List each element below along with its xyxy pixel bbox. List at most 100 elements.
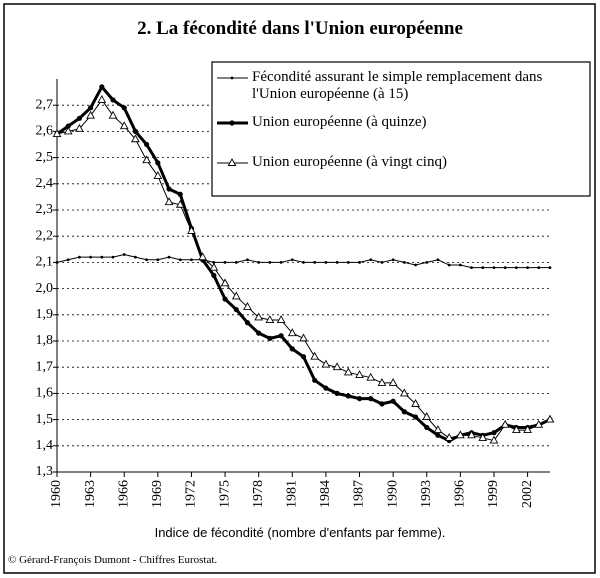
point [411,398,420,407]
point [88,105,94,111]
point [198,252,208,261]
point [220,278,230,287]
point [366,372,376,381]
point [131,134,140,143]
y-tick-label: 2,4 [36,176,54,191]
point [153,171,163,179]
point [290,258,294,262]
point [300,354,307,360]
point [244,320,251,326]
point [108,110,118,119]
point [63,126,73,135]
x-tick-label: 1993 [419,480,434,508]
x-tick-label: 1996 [453,480,468,508]
point [76,115,83,121]
point [166,186,172,192]
point [313,261,317,264]
y-tick-label: 2,1 [36,255,54,270]
x-tick-label: 1972 [184,480,199,508]
point [481,266,485,270]
y-tick-label: 1,9 [36,307,54,322]
x-axis-label: Indice de fécondité (nombre d'enfants pa… [155,525,446,540]
point [190,258,193,262]
x-tick-label: 1969 [150,480,165,508]
point [523,425,532,434]
point [548,266,552,270]
point [231,291,241,300]
point [55,261,59,264]
point [243,302,252,310]
legend-marker [227,158,237,166]
point [302,261,305,264]
point [503,266,507,270]
point [332,362,342,371]
chart-title: 2. La fécondité dans l'Union européenne [137,18,463,39]
point [436,258,440,262]
legend-item: Fécondité assurant le simple remplacemen… [252,69,542,102]
legend-label: Union européenne (à vingt cinq) [252,154,447,170]
point [444,433,454,441]
point [279,261,283,264]
x-tick-label: 1990 [385,480,400,508]
point [435,432,441,438]
point [233,306,239,313]
point [211,272,217,279]
legend-box [211,61,591,197]
point [456,430,465,439]
point [310,351,320,360]
point [537,266,541,270]
point [324,261,328,264]
point [379,401,385,407]
point [212,261,216,264]
point [500,419,510,428]
point [447,263,451,267]
point [299,333,308,342]
point [276,315,286,323]
point [145,258,149,262]
point [391,258,395,262]
point [119,121,129,130]
point [433,425,443,434]
y-tick-label: 1,8 [36,333,54,348]
point [97,95,107,103]
point [134,255,137,259]
point [346,261,350,264]
point [121,105,127,111]
point [254,312,264,321]
point [534,419,544,428]
point [287,328,297,337]
y-tick-label: 1,3 [36,464,54,479]
x-tick-label: 1987 [352,480,367,508]
point [402,261,406,264]
y-tick-label: 1,6 [36,386,54,401]
point [334,390,340,396]
point [492,266,496,270]
point [132,128,139,134]
y-tick-label: 2,0 [36,281,54,296]
point [425,261,429,264]
point [78,255,81,259]
point [390,398,396,404]
point [545,414,555,423]
point [424,424,430,431]
point [355,370,364,379]
x-tick-label: 1960 [49,480,64,508]
point [491,430,497,436]
point [178,258,182,262]
point [343,367,353,376]
point [65,123,71,129]
x-tick-label: 1999 [486,480,501,508]
point [110,97,116,103]
point [164,197,174,206]
point [289,346,295,352]
x-tick-label: 1984 [318,480,333,508]
point [470,266,473,270]
y-tick-label: 2,3 [36,202,54,217]
point [380,261,384,264]
legend-item: Union européenne (à quinze) [252,114,427,130]
point [223,261,227,264]
point [388,377,398,386]
point [323,385,329,391]
